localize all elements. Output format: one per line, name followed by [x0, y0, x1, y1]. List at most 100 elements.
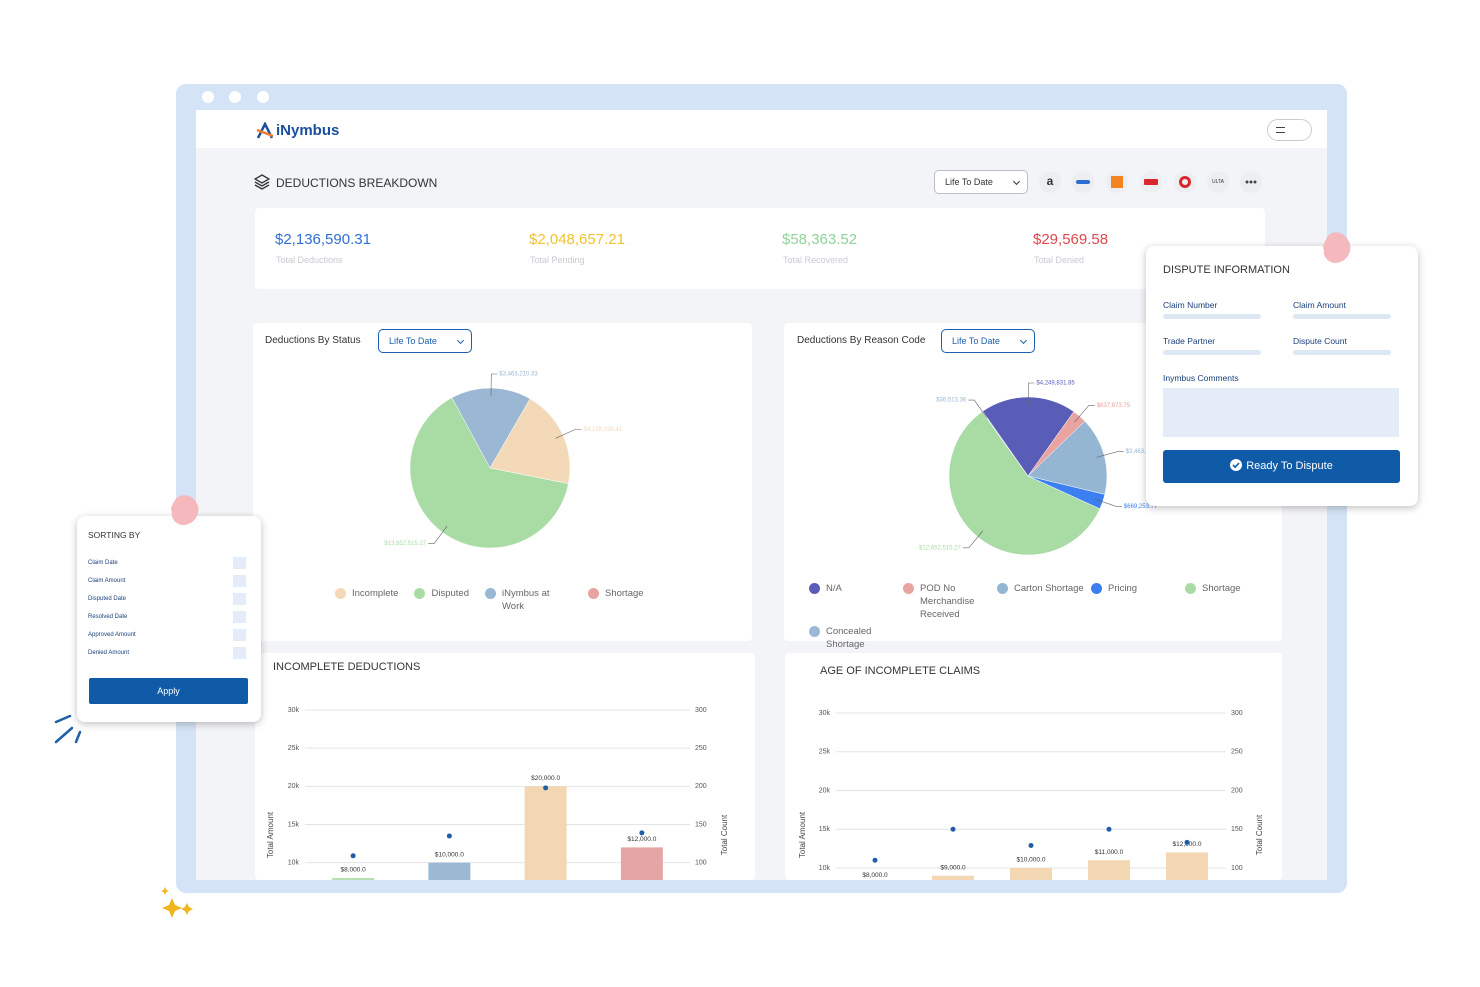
layers-icon	[254, 174, 270, 190]
data-label: $3,463,210.33	[499, 372, 538, 378]
sparkle	[181, 903, 193, 915]
sort-option: Claim Amount	[88, 578, 126, 584]
layers-stroke	[254, 174, 270, 190]
kpi-value: $2,048,657.21	[529, 231, 625, 248]
app-header	[196, 110, 1327, 148]
decor-strokes	[54, 714, 82, 744]
legend: Incomplete Disputed iNymbus at Work Shortag…	[335, 587, 735, 613]
window-dot	[257, 91, 269, 103]
card-title: DISPUTE INFORMATION	[1163, 264, 1290, 276]
data-label: $637,873.75	[1097, 403, 1131, 409]
field-label: Inymbus Comments	[1163, 373, 1239, 383]
checkbox[interactable]	[233, 647, 246, 659]
leader-line	[555, 428, 582, 439]
dot	[1253, 180, 1257, 184]
bar-chart: 10k 15k 20k 25k 30k 100 150 200 250 300 Total Amou…	[798, 710, 1264, 946]
legend-swatch	[414, 588, 426, 599]
check-mark	[1232, 462, 1240, 469]
period-dropdown[interactable]: Life To Date	[378, 329, 472, 353]
data-label: $36,513.36	[936, 398, 967, 404]
field-input[interactable]	[1163, 350, 1261, 355]
chart-title: INCOMPLETE DEDUCTIONS	[273, 661, 421, 673]
period-dropdown[interactable]: Life To Date	[941, 329, 1035, 353]
retailer-icon[interactable]: a	[1039, 171, 1061, 193]
legend-label: POD No Merchandise Received	[920, 583, 975, 620]
y2-axis-label: Total Count	[1255, 814, 1264, 855]
retailer-icon[interactable]	[1072, 171, 1094, 193]
checkbox[interactable]	[233, 593, 246, 605]
y-axis-label: Total Amount	[798, 811, 807, 858]
decor-sparkles	[161, 887, 193, 918]
logo: iNymbus	[276, 122, 340, 139]
legend-item: POD No Merchandise Received	[903, 582, 997, 621]
y-tick-label: 30k	[819, 710, 831, 717]
leader-line	[962, 530, 984, 549]
data-label: $20,000.0	[531, 775, 560, 782]
count-dot	[950, 826, 956, 832]
field-input[interactable]	[1293, 350, 1391, 355]
bar	[524, 786, 567, 880]
y-axis-label: Total Amount	[266, 811, 275, 858]
dispute-button[interactable]: Ready To Dispute	[1163, 450, 1400, 483]
legend-item: Concealed Shortage	[809, 625, 903, 651]
y2-tick-label: 300	[695, 707, 707, 714]
bar	[620, 847, 663, 880]
legend-label: Shortage	[1202, 583, 1241, 594]
bar	[854, 884, 896, 946]
bar	[1010, 868, 1052, 880]
data-label: $12,000.0	[627, 836, 656, 843]
data-label: $4,249,831.85	[1036, 381, 1075, 387]
checkbox[interactable]	[233, 557, 246, 569]
menu-button[interactable]	[1267, 119, 1312, 141]
blob	[1323, 232, 1351, 264]
data-label: $8,000.0	[862, 872, 888, 879]
count-dot	[639, 830, 645, 836]
apply-button[interactable]: Apply	[89, 678, 248, 704]
field-label: Trade Partner	[1163, 336, 1216, 346]
sort-option: Denied Amount	[88, 650, 130, 656]
retailer-icon[interactable]	[1106, 171, 1128, 193]
decor-blob	[171, 495, 199, 526]
legend-item: Shortage	[587, 587, 644, 613]
logo-icon	[256, 122, 274, 139]
window-dot	[229, 91, 241, 103]
legend-item: Disputed	[414, 587, 469, 613]
dot	[1245, 180, 1249, 184]
data-label: $10,000.0	[1017, 857, 1046, 864]
comments-input[interactable]	[1163, 388, 1399, 437]
more-button[interactable]	[1240, 171, 1262, 193]
card-title: SORTING BY	[88, 530, 141, 540]
legend-label: Disputed	[431, 588, 469, 599]
bar-chart: 10k 15k 20k 25k 30k 100 150 200 250 300 Total Amou…	[266, 707, 729, 880]
period-dropdown[interactable]: Life To Date	[934, 170, 1028, 194]
legend-swatch	[1185, 583, 1196, 594]
legend-label: Incomplete	[352, 588, 399, 599]
logo-stroke	[256, 128, 274, 138]
retailer-icon[interactable]	[1174, 171, 1196, 193]
count-dot	[872, 857, 878, 863]
checkbox[interactable]	[233, 629, 246, 641]
y2-tick-label: 100	[1231, 865, 1243, 872]
dispute-card: DISPUTE INFORMATION Claim Number Claim A…	[1146, 246, 1418, 506]
y2-tick-label: 100	[695, 860, 707, 867]
y-tick-label: 15k	[288, 821, 300, 828]
checkbox[interactable]	[233, 611, 246, 623]
field-input[interactable]	[1163, 314, 1261, 319]
y-tick-label: 25k	[819, 749, 831, 756]
legend-swatch	[335, 588, 346, 599]
window-dot	[202, 91, 214, 103]
legend-label: Pricing	[1108, 583, 1138, 594]
leader-line	[1027, 382, 1035, 405]
kpi-card	[255, 208, 1265, 289]
leader-line	[1074, 405, 1095, 423]
menu-icon	[1276, 127, 1285, 133]
data-label: $13,652,515.27	[384, 541, 426, 547]
checkbox[interactable]	[233, 575, 246, 587]
retailer-icon[interactable]	[1140, 171, 1162, 193]
legend-item: Carton Shortage	[997, 582, 1091, 621]
retailer-icon[interactable]: ULTA	[1207, 171, 1229, 193]
leader-line	[1095, 498, 1122, 507]
y-tick-label: 15k	[819, 826, 831, 833]
field-input[interactable]	[1293, 314, 1391, 319]
